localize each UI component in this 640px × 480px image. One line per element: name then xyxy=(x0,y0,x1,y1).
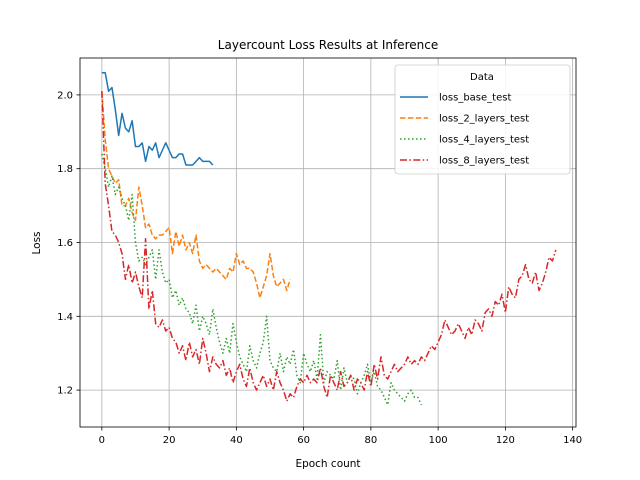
series-line-loss-4-layers-test xyxy=(101,153,423,406)
series-lines xyxy=(101,72,557,406)
legend-label-loss-8-layers-test: loss_8_layers_test xyxy=(439,156,529,167)
x-tick-label: 100 xyxy=(429,435,448,446)
legend-box xyxy=(394,64,571,175)
x-tick-label: 80 xyxy=(365,435,378,446)
legend: Data loss_base_test loss_2_layers_testlos… xyxy=(394,64,571,175)
legend-label-loss-base-test: loss_base_test xyxy=(439,93,511,104)
x-tick-label: 0 xyxy=(99,435,105,446)
y-tick-label: 1.4 xyxy=(57,312,73,323)
series-line-loss-8-layers-test xyxy=(101,91,557,402)
legend-label-loss-2-layers-test: loss_2_layers_test xyxy=(439,114,529,125)
x-axis-label: Epoch count xyxy=(295,458,360,470)
y-tick-label: 1.2 xyxy=(57,386,73,397)
legend-label-loss-4-layers-test: loss_4_layers_test xyxy=(439,135,529,146)
x-tick-label: 20 xyxy=(163,435,176,446)
x-tick-label: 40 xyxy=(230,435,243,446)
x-tick-label: 60 xyxy=(297,435,310,446)
chart-title: Layercount Loss Results at Inference xyxy=(218,38,438,52)
y-axis-label: Loss xyxy=(31,231,43,254)
y-tick-label: 2.0 xyxy=(57,90,73,101)
x-tick-label: 120 xyxy=(496,435,515,446)
series-line-loss-2-layers-test xyxy=(101,91,291,299)
series-line-loss-base-test xyxy=(101,72,214,166)
legend-title: Data xyxy=(470,72,494,83)
y-tick-label: 1.8 xyxy=(57,164,73,175)
axis-ticks: 0 20 40 60 80 100 120 140 1.2 1.4 1.6 1.8 2.0 xyxy=(57,90,582,446)
y-tick-label: 1.6 xyxy=(57,238,73,249)
x-tick-label: 140 xyxy=(563,435,582,446)
